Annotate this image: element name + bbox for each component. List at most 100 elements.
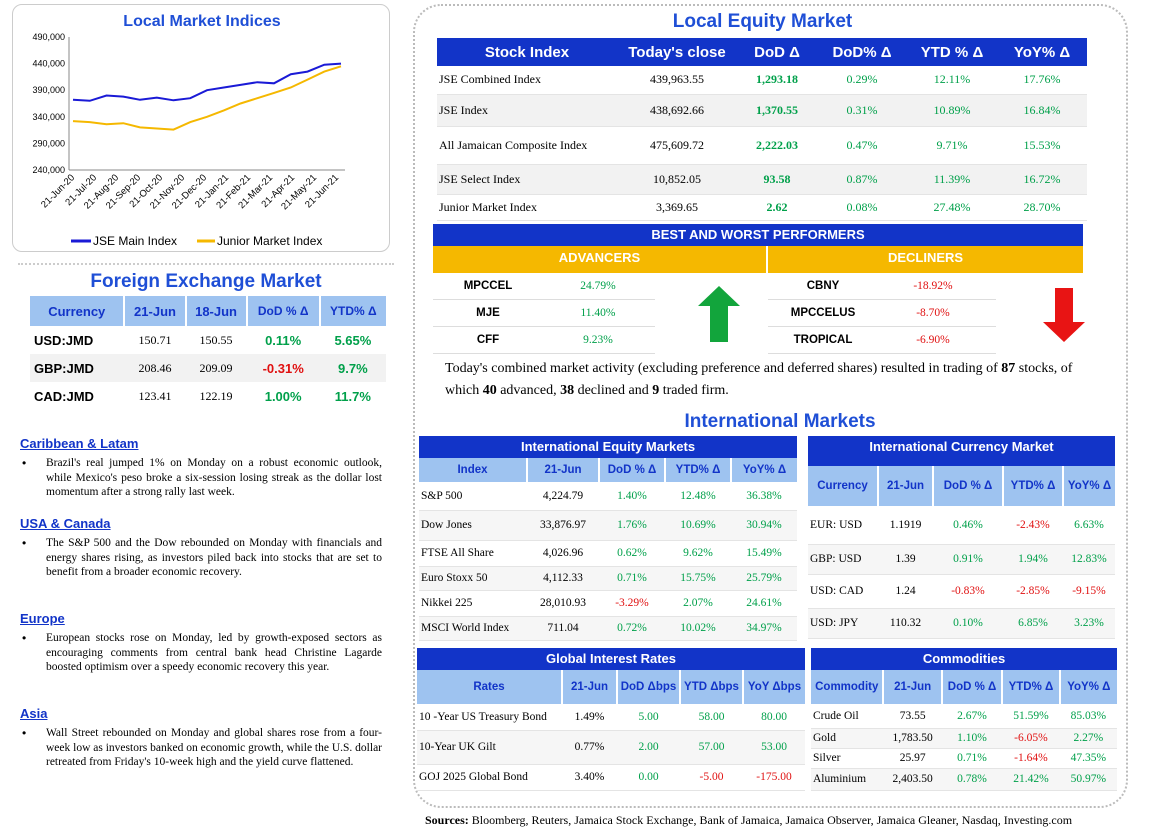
- news-heading[interactable]: Asia: [20, 706, 48, 721]
- intl_equity-cell: 2.07%: [683, 597, 713, 609]
- bullet-icon: •: [22, 456, 27, 470]
- commodities-row: Crude Oil 73.55 2.67% 51.59% 85.03%: [811, 704, 1117, 728]
- intl_equity-cell: 0.72%: [617, 622, 647, 634]
- intl_equity-cell: 0.71%: [617, 572, 647, 584]
- intl-equity-table: Index 21-Jun DoD % Δ YTD% Δ YoY% Δ S&P 500 4,…: [419, 458, 797, 641]
- y-tick-label: 390,000: [32, 85, 65, 95]
- fx-cell: 0.11%: [265, 332, 302, 348]
- fx-header: Currency: [30, 296, 126, 326]
- intl_equity-cell: 15.49%: [746, 547, 782, 559]
- change-value: -8.70%: [916, 307, 950, 319]
- performers-title: BEST AND WORST PERFORMERS: [433, 224, 1083, 246]
- intl_equity-cell: 28,010.93: [540, 597, 586, 609]
- commodities-cell: 85.03%: [1070, 709, 1107, 722]
- rates-cell: 3.40%: [574, 771, 605, 783]
- rates-row: 10 -Year US Treasury Bond 1.49% 5.00 58.00 8…: [417, 704, 805, 730]
- intl-currency-title: International Currency Market: [808, 436, 1115, 466]
- intl_equity-cell: 1.40%: [617, 489, 647, 502]
- intl_equity-cell: 0.62%: [617, 547, 647, 559]
- equity-cell: 2,222.03: [756, 137, 798, 152]
- commodities-cell: 73.55: [899, 709, 926, 722]
- commodities-cell: 0.71%: [957, 752, 987, 764]
- market-summary-text: Today's combined market activity (exclud…: [445, 358, 1085, 402]
- news-item: Europe • European stocks rose on Monday, l…: [20, 611, 382, 675]
- change-value: 9.23%: [583, 334, 613, 346]
- intl_equity-row: Euro Stoxx 50 4,112.33 0.71% 15.75% 25.79%: [419, 566, 797, 590]
- decliner-row: TROPICAL -6.90%: [768, 327, 996, 354]
- equity-cell: 3,369.65: [656, 199, 698, 214]
- commodities-header: YoY% Δ: [1067, 681, 1111, 693]
- rates-table: Rates 21-Jun DoD Δbps YTD Δbps YoY Δbps 10 -…: [417, 670, 805, 791]
- intl_equity-row: FTSE All Share 4,026.96 0.62% 9.62% 15.49%: [419, 540, 797, 566]
- intl_equity-cell: 4,026.96: [542, 547, 584, 559]
- commodities-cell: 0.78%: [957, 773, 987, 785]
- equity-cell: 438,692.66: [650, 102, 704, 117]
- equity-row: JSE Combined Index 439,963.55 1,293.18 0.29…: [437, 66, 1087, 94]
- equity-cell: Junior Market Index: [439, 199, 537, 214]
- fx-cell: 1.00%: [264, 388, 302, 404]
- equity-table: Stock Index Today's close DoD Δ DoD% Δ Y…: [437, 38, 1087, 221]
- news-heading[interactable]: Europe: [20, 611, 65, 626]
- intl_equity-cell: MSCI World Index: [421, 622, 510, 634]
- news-heading[interactable]: Caribbean & Latam: [20, 436, 139, 451]
- y-tick-label: 440,000: [32, 59, 65, 69]
- equity-row: JSE Index 438,692.66 1,370.55 0.31% 10.89% 16…: [437, 94, 1087, 126]
- intl_currency-cell: -9.15%: [1072, 585, 1106, 597]
- commodities-row: Gold 1,783.50 1.10% -6.05% 2.27%: [811, 728, 1117, 748]
- equity-header: DoD Δ: [754, 43, 800, 61]
- equity-cell: 16.72%: [1023, 171, 1061, 186]
- fx-row: CAD:JMD 123.41 122.19 1.00% 11.7%: [30, 382, 386, 410]
- rates-cell: 0.00: [638, 771, 659, 783]
- summary-text: traded firm.: [659, 383, 729, 398]
- fx-header: DoD % Δ: [246, 296, 321, 326]
- equity-cell: JSE Combined Index: [439, 72, 541, 87]
- commodities-cell: 47.35%: [1070, 752, 1107, 764]
- intl_equity-header: YoY% Δ: [742, 464, 787, 476]
- summary-count: 9: [652, 383, 660, 398]
- rates-header: Rates: [417, 670, 563, 704]
- equity-cell: 0.29%: [846, 72, 878, 87]
- equity-cell: 475,609.72: [650, 137, 704, 152]
- equity-cell: 10.89%: [933, 102, 971, 117]
- commodities-cell: 2.67%: [957, 709, 987, 722]
- intl_currency-row: GBP: USD 1.39 0.91% 1.94% 12.83%: [808, 544, 1115, 574]
- equity-cell: 28.70%: [1023, 199, 1061, 214]
- fx-cell: 209.09: [199, 360, 233, 375]
- equity-cell: 27.48%: [933, 199, 971, 214]
- commodities-cell: 1.10%: [957, 732, 987, 744]
- intl_equity-cell: 10.02%: [680, 622, 716, 634]
- series-line: [72, 65, 342, 131]
- intl-title: International Markets: [684, 411, 876, 432]
- equity-header: YoY% Δ: [1013, 43, 1071, 61]
- fx-cell: 150.71: [138, 332, 172, 347]
- decliner-row: MPCCELUS -8.70%: [768, 300, 996, 327]
- intl_currency-row: EUR: USD 1.1919 0.46% -2.43% 6.63%: [808, 506, 1115, 544]
- intl_currency-cell: 6.85%: [1018, 617, 1048, 629]
- equity-cell: All Jamaican Composite Index: [439, 137, 588, 152]
- intl_currency-cell: GBP: USD: [810, 553, 862, 565]
- intl_equity-header: Index: [419, 458, 528, 482]
- intl_currency-cell: 6.63%: [1074, 518, 1104, 531]
- equity-cell: 15.53%: [1023, 137, 1061, 152]
- equity-cell: 9.71%: [936, 137, 968, 152]
- intl_equity-cell: 12.48%: [680, 489, 716, 502]
- fx-cell: CAD:JMD: [34, 388, 94, 404]
- commodities-cell: 2,403.50: [892, 773, 933, 785]
- intl_currency-row: USD: JPY 110.32 0.10% 6.85% 3.23%: [808, 608, 1115, 638]
- intl_equity-cell: 711.04: [547, 622, 579, 634]
- intl_equity-cell: 1.76%: [617, 519, 647, 531]
- commodities-title: Commodities: [811, 648, 1117, 670]
- decliner-row: CBNY -18.92%: [768, 273, 996, 300]
- intl_currency-header: Currency: [808, 466, 879, 506]
- equity-cell: JSE Index: [439, 102, 488, 117]
- commodities-cell: Aluminium: [813, 773, 867, 785]
- rates-title: Global Interest Rates: [417, 648, 805, 670]
- fx-header: YTD% Δ: [330, 304, 377, 318]
- rates-header: YTD Δbps: [680, 670, 744, 704]
- intl_equity-cell: 4,224.79: [542, 489, 584, 502]
- intl_currency-cell: 0.91%: [953, 553, 983, 565]
- rates-cell: GOJ 2025 Global Bond: [419, 771, 528, 783]
- y-tick-label: 490,000: [32, 32, 65, 42]
- ticker: MJE: [476, 307, 500, 319]
- news-heading[interactable]: USA & Canada: [20, 516, 111, 531]
